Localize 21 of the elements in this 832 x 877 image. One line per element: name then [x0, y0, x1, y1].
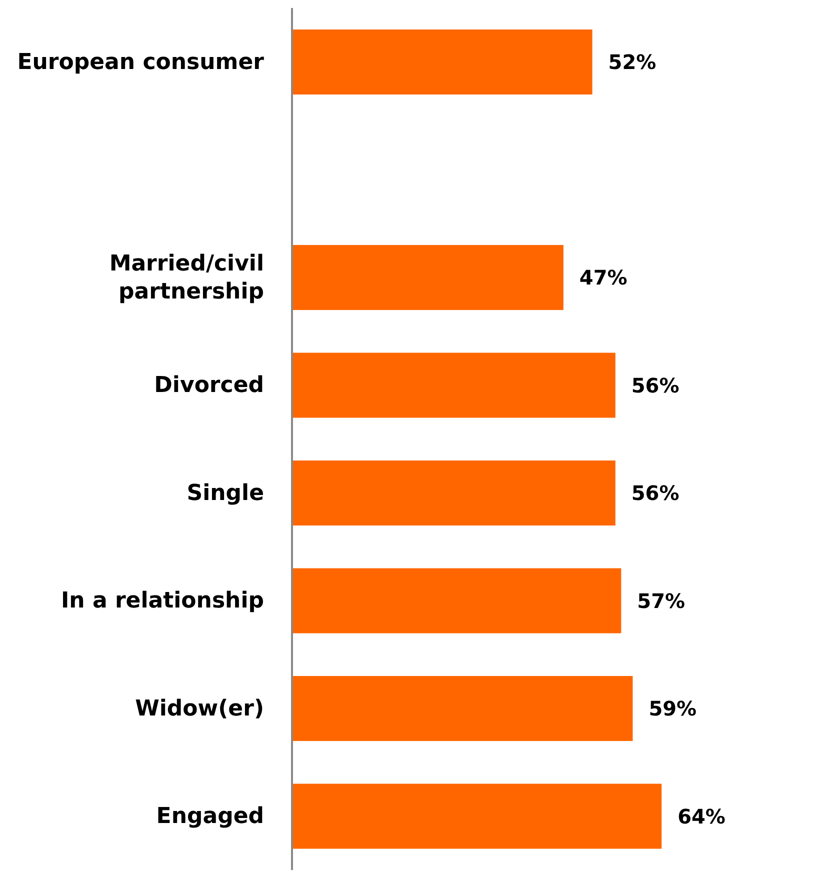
- y-tick-label: Divorced: [154, 372, 264, 398]
- bar: [292, 352, 616, 418]
- bar: [292, 568, 622, 634]
- y-tick-label: Engaged: [156, 804, 264, 829]
- bar: [292, 676, 633, 742]
- bar: [292, 784, 662, 849]
- data-label: 59%: [648, 696, 697, 721]
- data-label: 64%: [678, 804, 726, 828]
- bar: [292, 245, 564, 310]
- data-label: 57%: [637, 588, 686, 613]
- data-label: 47%: [579, 266, 628, 290]
- y-tick-label: Single: [186, 480, 264, 506]
- y-tick-label: In a relationship: [60, 588, 264, 614]
- data-label: 56%: [631, 481, 680, 506]
- bar: [292, 30, 592, 95]
- bar: [292, 460, 616, 526]
- data-label: 56%: [631, 373, 680, 398]
- y-tick-label: European consumer: [17, 49, 264, 74]
- data-label: 52%: [608, 50, 656, 74]
- y-tick-label: Widow(er): [135, 696, 264, 721]
- y-tick-label: Married/civil partnership: [109, 250, 264, 304]
